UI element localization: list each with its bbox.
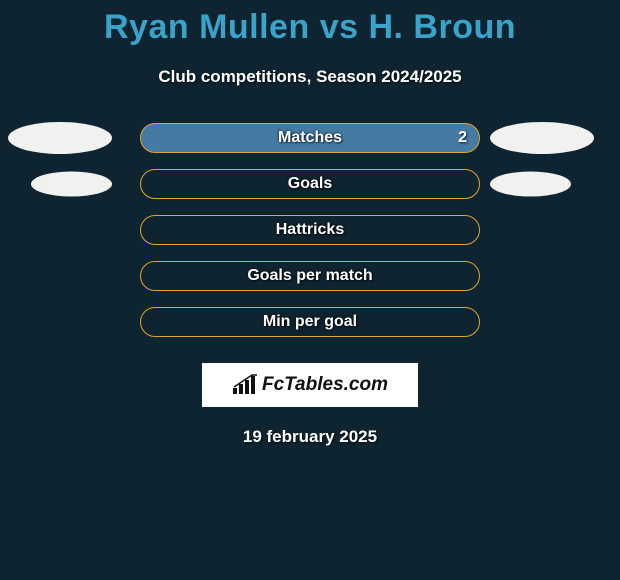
player1-name: Ryan Mullen — [104, 8, 310, 46]
stat-row: Min per goal — [0, 299, 620, 345]
stat-bar: Min per goal — [140, 307, 480, 337]
stat-label: Min per goal — [141, 313, 479, 331]
stat-row: Goals per match — [0, 253, 620, 299]
left-bubble — [8, 122, 112, 154]
subtitle: Club competitions, Season 2024/2025 — [0, 67, 620, 87]
stat-value-right: 2 — [458, 129, 467, 147]
stat-bar: Hattricks — [140, 215, 480, 245]
stat-bar: Matches2 — [140, 123, 480, 153]
comparison-widget: Ryan Mullen vs H. Broun Club competition… — [0, 0, 620, 580]
right-bubble — [490, 172, 571, 197]
vs-text: vs — [320, 8, 359, 46]
stat-bar: Goals — [140, 169, 480, 199]
stat-label: Goals — [141, 175, 479, 193]
logo-bars-icon — [232, 374, 258, 396]
stat-label: Matches — [141, 129, 479, 147]
stat-row: Matches2 — [0, 115, 620, 161]
logo-text: FcTables.com — [262, 374, 388, 396]
stat-row: Goals — [0, 161, 620, 207]
stat-bar: Goals per match — [140, 261, 480, 291]
right-bubble — [490, 122, 594, 154]
stat-label: Goals per match — [141, 267, 479, 285]
stat-label: Hattricks — [141, 221, 479, 239]
date-text: 19 february 2025 — [0, 427, 620, 447]
player2-name: H. Broun — [368, 8, 516, 46]
stat-row: Hattricks — [0, 207, 620, 253]
page-title: Ryan Mullen vs H. Broun — [0, 0, 620, 47]
logo: FcTables.com — [232, 374, 388, 396]
left-bubble — [31, 172, 112, 197]
stat-rows: Matches2 Goals Hattricks Goals per match Min… — [0, 115, 620, 345]
logo-block: FcTables.com — [202, 363, 418, 407]
